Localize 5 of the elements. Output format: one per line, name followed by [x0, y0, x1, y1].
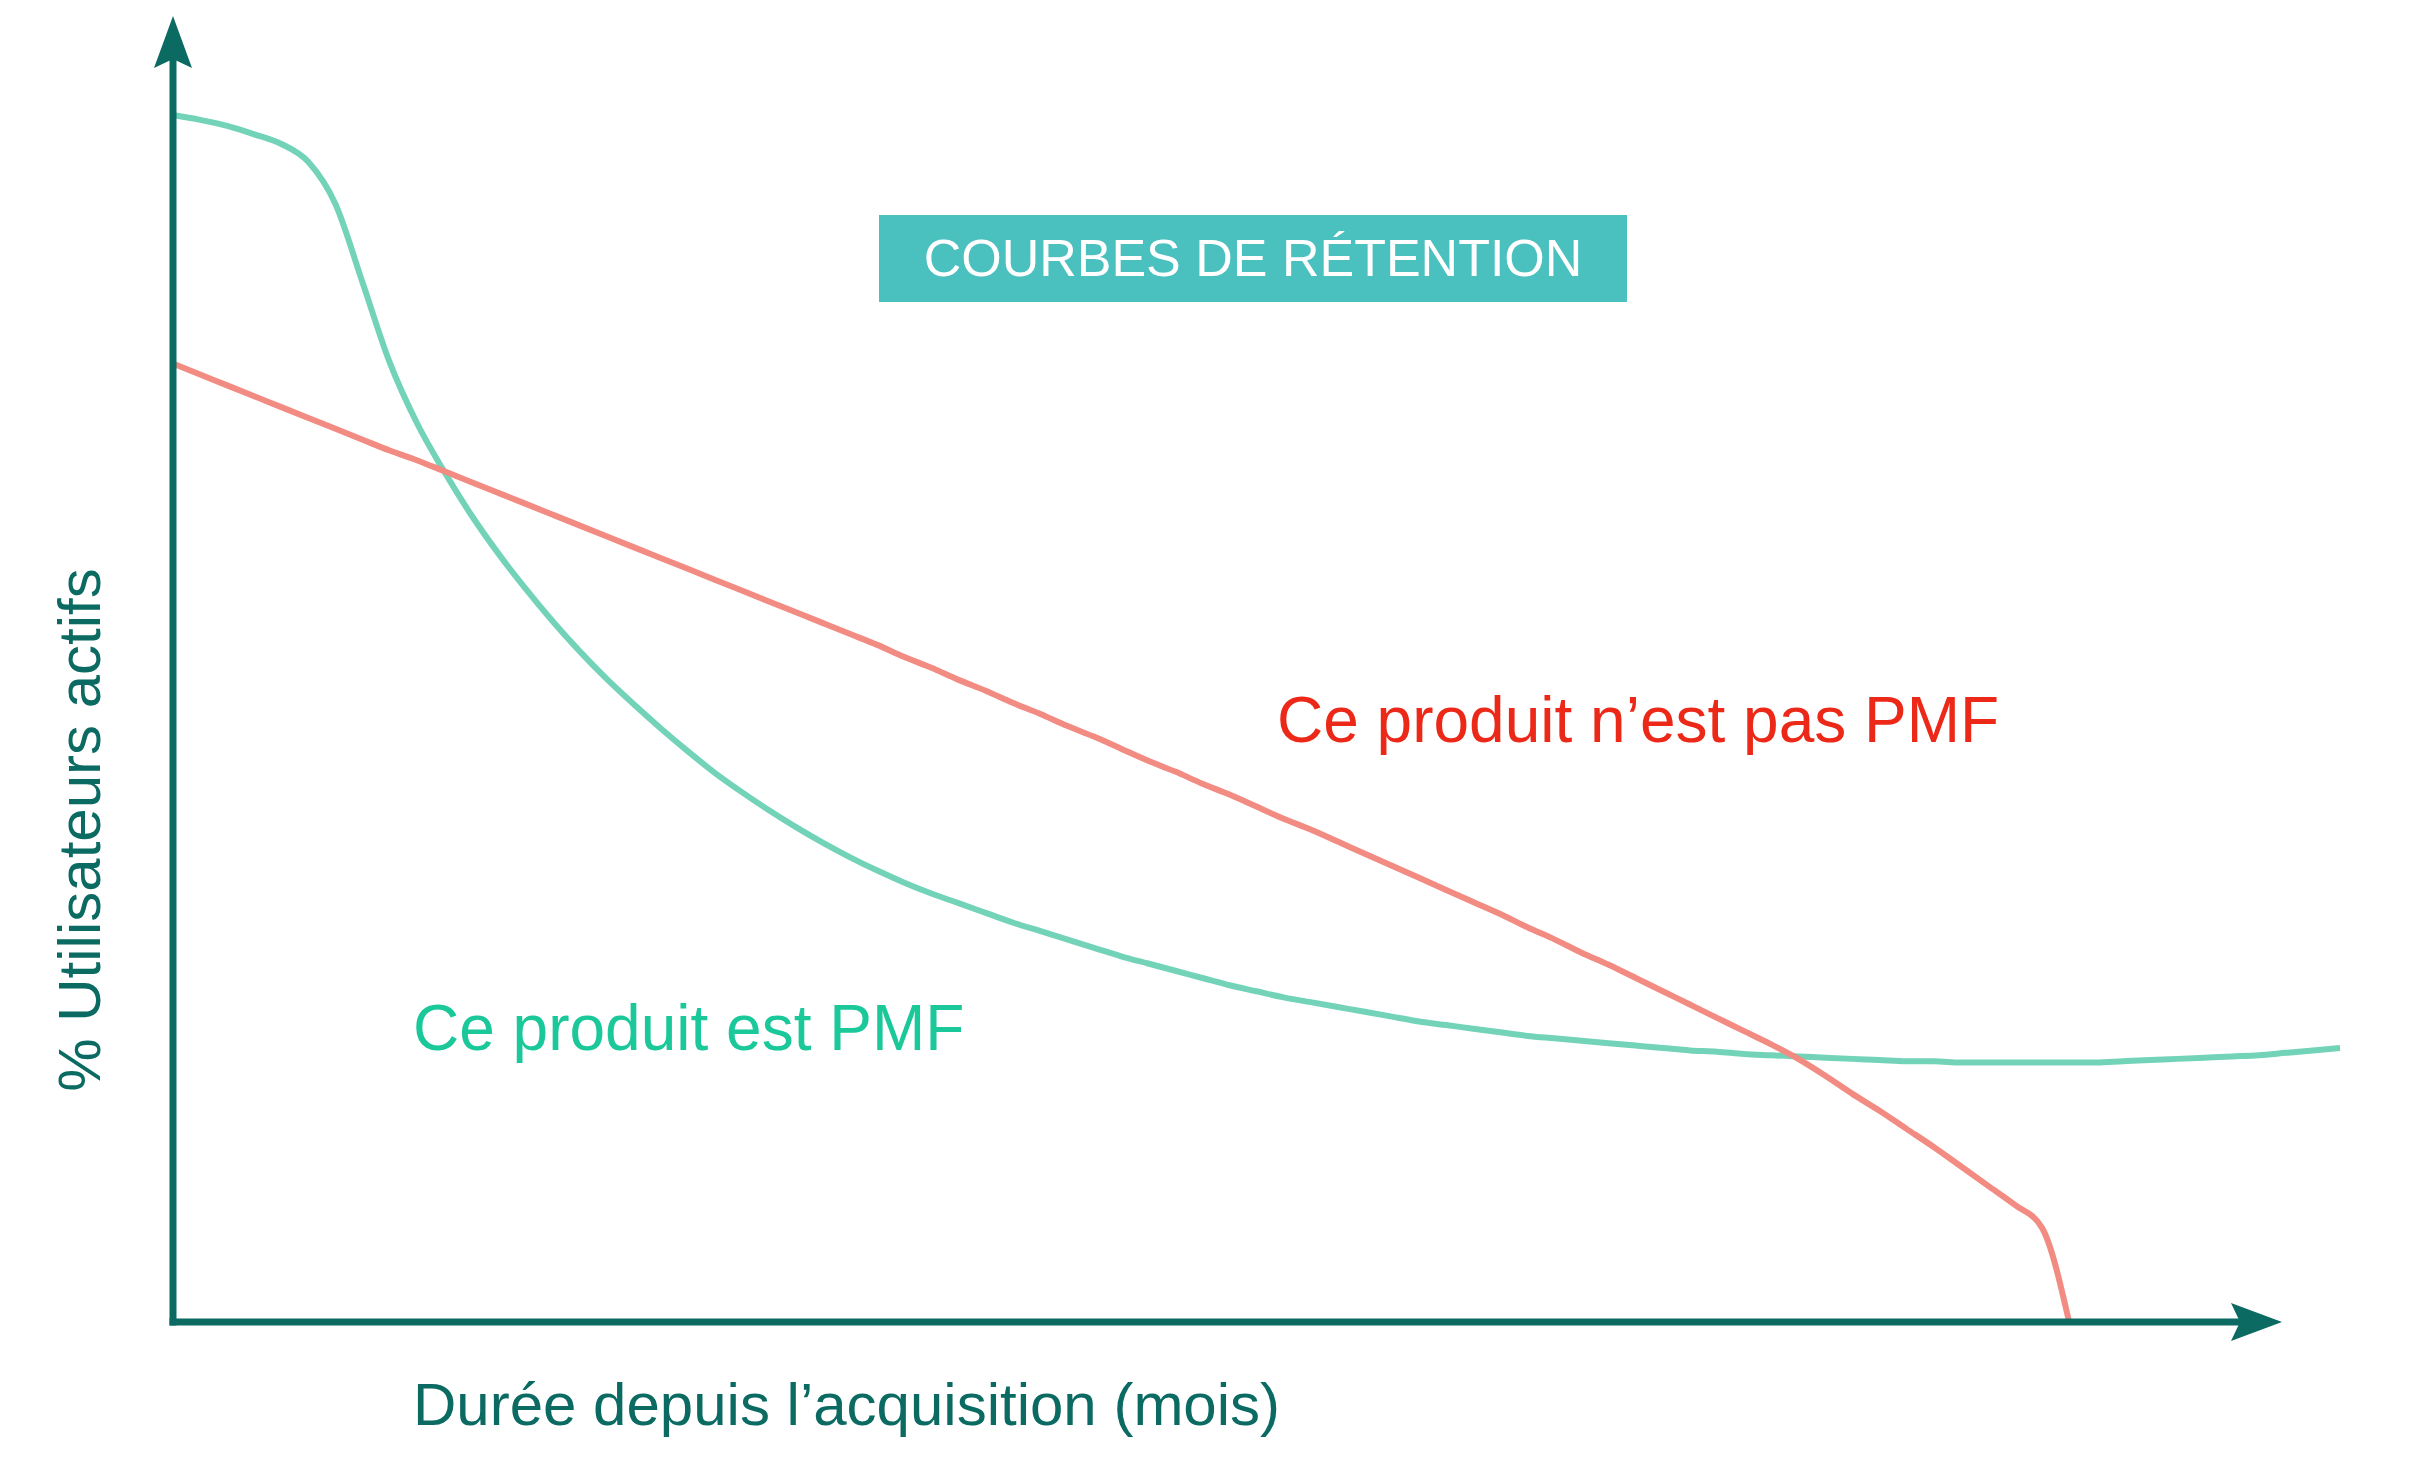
series-label: Ce produit est PMF — [413, 992, 965, 1064]
x-axis-title: Durée depuis l’acquisition (mois) — [413, 1371, 1281, 1438]
series-label: Ce produit n’est pas PMF — [1277, 684, 2000, 756]
text: COURBES DE RÉTENTION — [923, 229, 1583, 287]
y-axis-title: % Utilisateurs actifs — [46, 568, 113, 1092]
